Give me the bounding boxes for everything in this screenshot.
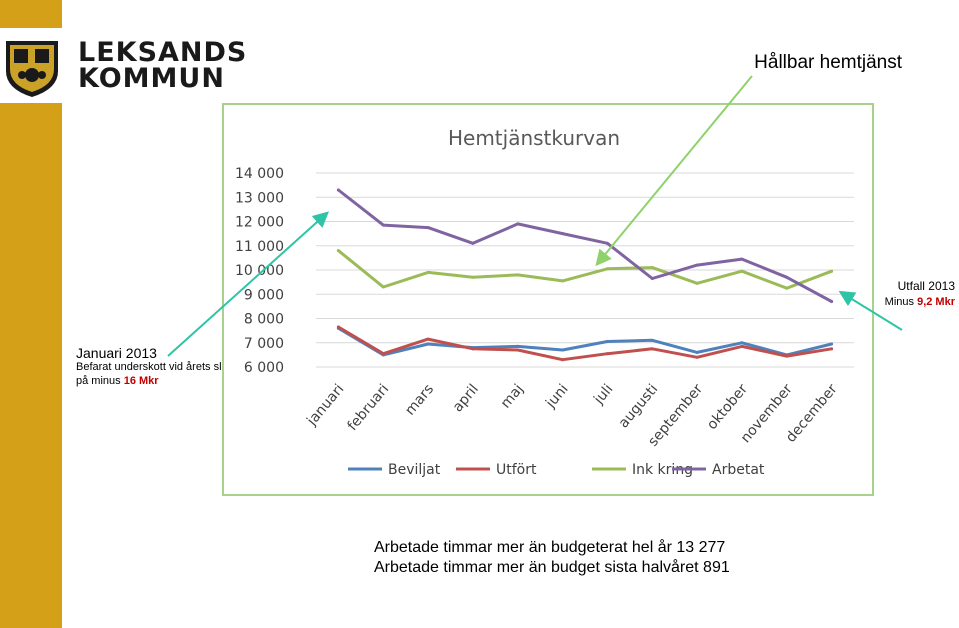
data-point <box>605 352 609 356</box>
note-right-value: 9,2 Mkr <box>917 296 955 308</box>
bottom-text: Arbetade timmar mer än budgeterat hel år… <box>374 538 730 578</box>
accent-bar-top <box>0 0 62 28</box>
line-chart: Hemtjänstkurvan 6 000 7 000 8 000 9 000 10 00… <box>235 126 854 478</box>
series-line-utfört <box>336 325 834 362</box>
data-point <box>740 344 744 348</box>
x-tick-label: februari <box>345 381 393 434</box>
note-right: Utfall 2013 Minus 9,2 Mkr <box>885 278 955 310</box>
x-tick-label: juni <box>542 381 571 412</box>
data-point <box>561 348 565 352</box>
logo-line-2: KOMMUN <box>78 63 225 94</box>
data-point <box>561 232 565 236</box>
bottom-line-1: Arbetade timmar mer än budgeterat hel år… <box>374 539 726 556</box>
data-point <box>830 269 834 273</box>
y-tick-label: 6 000 <box>244 360 284 376</box>
data-point <box>516 273 520 277</box>
data-point <box>426 337 430 341</box>
legend-label: Utfört <box>496 462 537 478</box>
data-point <box>605 340 609 344</box>
data-point <box>561 279 565 283</box>
data-point <box>426 226 430 230</box>
note-left-prefix: på minus <box>76 375 124 387</box>
data-point <box>381 352 385 356</box>
logo-line-1: LEKSANDS <box>78 37 248 68</box>
accent-bar-side <box>0 103 62 628</box>
data-point <box>381 285 385 289</box>
data-point <box>740 269 744 273</box>
data-point <box>785 275 789 279</box>
data-point <box>695 263 699 267</box>
x-tick-label: april <box>450 381 482 415</box>
headline: Hållbar hemtjänst <box>754 52 902 73</box>
logo-text: LEKSANDS KOMMUN <box>78 37 248 94</box>
data-point <box>830 347 834 351</box>
data-point <box>471 275 475 279</box>
note-left-line-1: Befarat underskott vid årets slut <box>76 361 231 373</box>
data-point <box>336 325 340 329</box>
legend-label: Ink kring <box>632 462 693 478</box>
data-point <box>336 188 340 192</box>
data-point <box>830 342 834 346</box>
data-point <box>605 267 609 271</box>
coat-of-arms-icon <box>6 41 58 97</box>
note-left: Januari 2013 Befarat underskott vid året… <box>76 346 231 388</box>
chart-frame: Hemtjänstkurvan 6 000 7 000 8 000 9 000 10 00… <box>222 103 874 496</box>
note-left-line-2: på minus 16 Mkr <box>76 374 231 388</box>
y-tick-label: 10 000 <box>235 263 284 279</box>
series-line-ink-kring <box>336 249 834 290</box>
data-point <box>471 347 475 351</box>
y-tick-label: 14 000 <box>235 166 284 182</box>
data-point <box>426 270 430 274</box>
data-point <box>516 222 520 226</box>
note-right-title: Utfall 2013 <box>897 279 955 293</box>
data-point <box>695 355 699 359</box>
chart-title: Hemtjänstkurvan <box>448 126 620 150</box>
legend-label: Arbetat <box>712 462 765 478</box>
note-left-title: Januari 2013 <box>76 345 157 361</box>
x-tick-label: juli <box>590 381 616 408</box>
data-point <box>740 341 744 345</box>
y-tick-label: 7 000 <box>244 336 284 352</box>
y-tick-label: 11 000 <box>235 239 284 255</box>
series-line-beviljat <box>336 326 834 357</box>
data-point <box>650 347 654 351</box>
y-tick-label: 8 000 <box>244 312 284 328</box>
y-tick-label: 12 000 <box>235 215 284 231</box>
data-point <box>426 342 430 346</box>
data-point <box>695 350 699 354</box>
data-point <box>695 281 699 285</box>
note-right-prefix: Minus <box>884 296 918 308</box>
note-right-line: Minus 9,2 Mkr <box>885 294 955 310</box>
x-tick-label: augusti <box>616 381 662 431</box>
data-point <box>650 276 654 280</box>
data-point <box>650 338 654 342</box>
data-point <box>605 241 609 245</box>
data-point <box>381 223 385 227</box>
data-point <box>516 344 520 348</box>
data-point <box>336 249 340 253</box>
bottom-line-2: Arbetade timmar mer än budget sista halv… <box>374 559 730 576</box>
x-tick-label: januari <box>303 381 347 429</box>
x-tick-label: oktober <box>704 381 751 433</box>
data-point <box>650 266 654 270</box>
y-tick-label: 13 000 <box>235 190 284 206</box>
y-tick-label: 9 000 <box>244 287 284 303</box>
legend-label: Beviljat <box>388 462 441 478</box>
data-point <box>785 354 789 358</box>
data-point <box>561 358 565 362</box>
data-point <box>516 348 520 352</box>
data-point <box>740 257 744 261</box>
data-point <box>830 300 834 304</box>
x-tick-label: mars <box>402 381 437 418</box>
data-point <box>785 286 789 290</box>
data-point <box>471 241 475 245</box>
x-tick-label: maj <box>498 381 527 411</box>
note-left-value: 16 Mkr <box>123 375 159 387</box>
